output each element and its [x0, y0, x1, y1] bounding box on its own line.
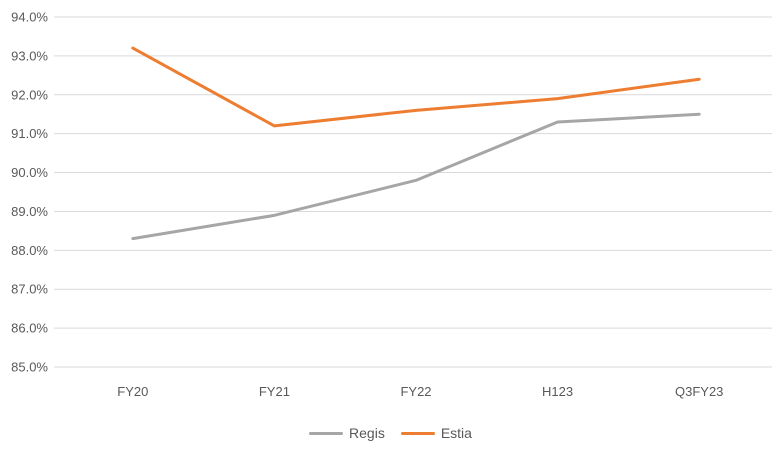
y-tick-label: 93.0%	[11, 48, 48, 63]
series-line-estia	[131, 46, 701, 128]
legend-line-swatch	[309, 431, 344, 435]
chart-legend: Regis Estia	[0, 410, 781, 456]
legend-item-estia: Estia	[400, 425, 472, 441]
y-tick-label: 91.0%	[11, 126, 48, 141]
y-tick-label: 90.0%	[11, 165, 48, 180]
x-tick-label: FY20	[117, 384, 148, 399]
legend-label: Estia	[440, 425, 472, 441]
y-tick-label: 86.0%	[11, 321, 48, 336]
x-tick-label: FY22	[400, 384, 431, 399]
y-tick-label: 94.0%	[11, 10, 48, 25]
y-tick-label: 88.0%	[11, 243, 48, 258]
y-tick-label: 89.0%	[11, 204, 48, 219]
plot-area: 85.0% 86.0% 87.0% 88.0% 89.0% 90.0% 91.0% 92.0%…	[11, 10, 772, 399]
legend-line-swatch	[400, 431, 435, 435]
y-tick-label: 85.0%	[11, 360, 48, 375]
series-line-regis	[131, 112, 701, 241]
x-tick-label: H123	[542, 384, 573, 399]
legend-label: Regis	[349, 425, 385, 441]
legend-item-regis: Regis	[309, 425, 385, 441]
y-tick-label: 87.0%	[11, 282, 48, 297]
x-tick-label: Q3FY23	[675, 384, 723, 399]
y-tick-label: 92.0%	[11, 87, 48, 102]
x-tick-label: FY21	[259, 384, 290, 399]
